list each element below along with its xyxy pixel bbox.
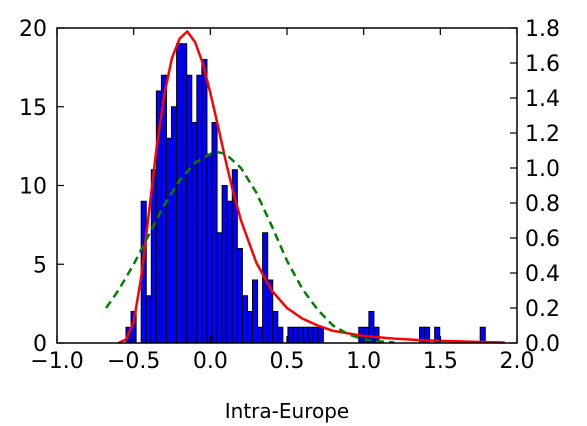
y-right-tick-label: 0.0	[525, 332, 560, 357]
y-right-tick-label: 1.4	[525, 87, 560, 112]
y-left-tick-label: 15	[19, 96, 47, 121]
y-left-tick-label: 5	[33, 253, 47, 278]
x-tick-label: 1.0	[346, 349, 381, 374]
histogram-bar	[302, 326, 309, 344]
y-left-tick-label: 0	[33, 332, 47, 357]
histogram-bar	[211, 122, 218, 344]
fit-curves	[105, 30, 505, 345]
histogram-bar	[181, 43, 188, 344]
histogram-bar	[262, 232, 269, 344]
y-right-tick-label: 0.2	[525, 297, 560, 322]
histogram-bar	[272, 311, 279, 344]
histogram-bar	[312, 326, 319, 344]
histogram-bar	[221, 185, 228, 344]
y-right-tick-label: 0.4	[525, 262, 560, 287]
x-tick-label: 0.0	[193, 349, 228, 374]
histogram-bar	[145, 295, 152, 344]
histogram-bar	[317, 326, 324, 344]
x-tick-label: 1.5	[423, 349, 458, 374]
plot-frame	[56, 27, 518, 344]
histogram-bar	[257, 326, 264, 344]
y-right-tick-label: 1.8	[525, 17, 560, 42]
solid-fit-curve	[117, 30, 505, 345]
histogram-bar	[246, 311, 254, 344]
histogram-bar	[287, 326, 294, 344]
tick-labels: −1.0 −0.5 0.0 0.5 1.0 1.5 2.0 0 5 10 15 20 0.0 0.2 0.4…	[19, 17, 560, 374]
histogram-bar	[479, 326, 486, 344]
y-left-tick-label: 20	[19, 17, 47, 42]
histogram-bar	[368, 311, 375, 344]
histogram-bar	[165, 137, 173, 344]
x-axis-label: Intra-Europe	[225, 399, 349, 423]
y-right-tick-label: 0.6	[525, 227, 560, 252]
histogram-bar	[252, 279, 259, 344]
histogram-bar	[206, 153, 213, 344]
x-tick-label: −1.0	[30, 349, 83, 374]
y-right-tick-label: 1.6	[525, 52, 560, 77]
x-tick-label: 2.0	[500, 349, 535, 374]
histogram-bar	[236, 248, 243, 344]
histogram-bar	[176, 43, 183, 344]
histogram-bar	[241, 295, 248, 344]
histogram-bar	[292, 326, 299, 344]
histogram-bar	[277, 326, 284, 344]
x-tick-label: −0.5	[107, 349, 160, 374]
histogram-bar	[171, 106, 178, 344]
histogram-bars	[125, 43, 486, 344]
axis-ticks	[56, 27, 518, 344]
x-tick-label: 0.5	[270, 349, 305, 374]
histogram-bar	[226, 200, 233, 344]
histogram-bar	[191, 122, 198, 344]
histogram-bar	[307, 326, 314, 344]
y-right-tick-label: 1.2	[525, 122, 560, 147]
y-right-tick-label: 0.8	[525, 192, 560, 217]
dashed-fit-curve	[105, 150, 395, 344]
histogram-bar	[297, 326, 304, 344]
y-left-tick-label: 10	[19, 175, 47, 200]
histogram-bar	[216, 232, 223, 344]
histogram-bar	[201, 59, 208, 344]
histogram-bar	[186, 74, 193, 344]
histogram-bar	[196, 74, 203, 344]
y-right-tick-label: 1.0	[525, 157, 560, 182]
